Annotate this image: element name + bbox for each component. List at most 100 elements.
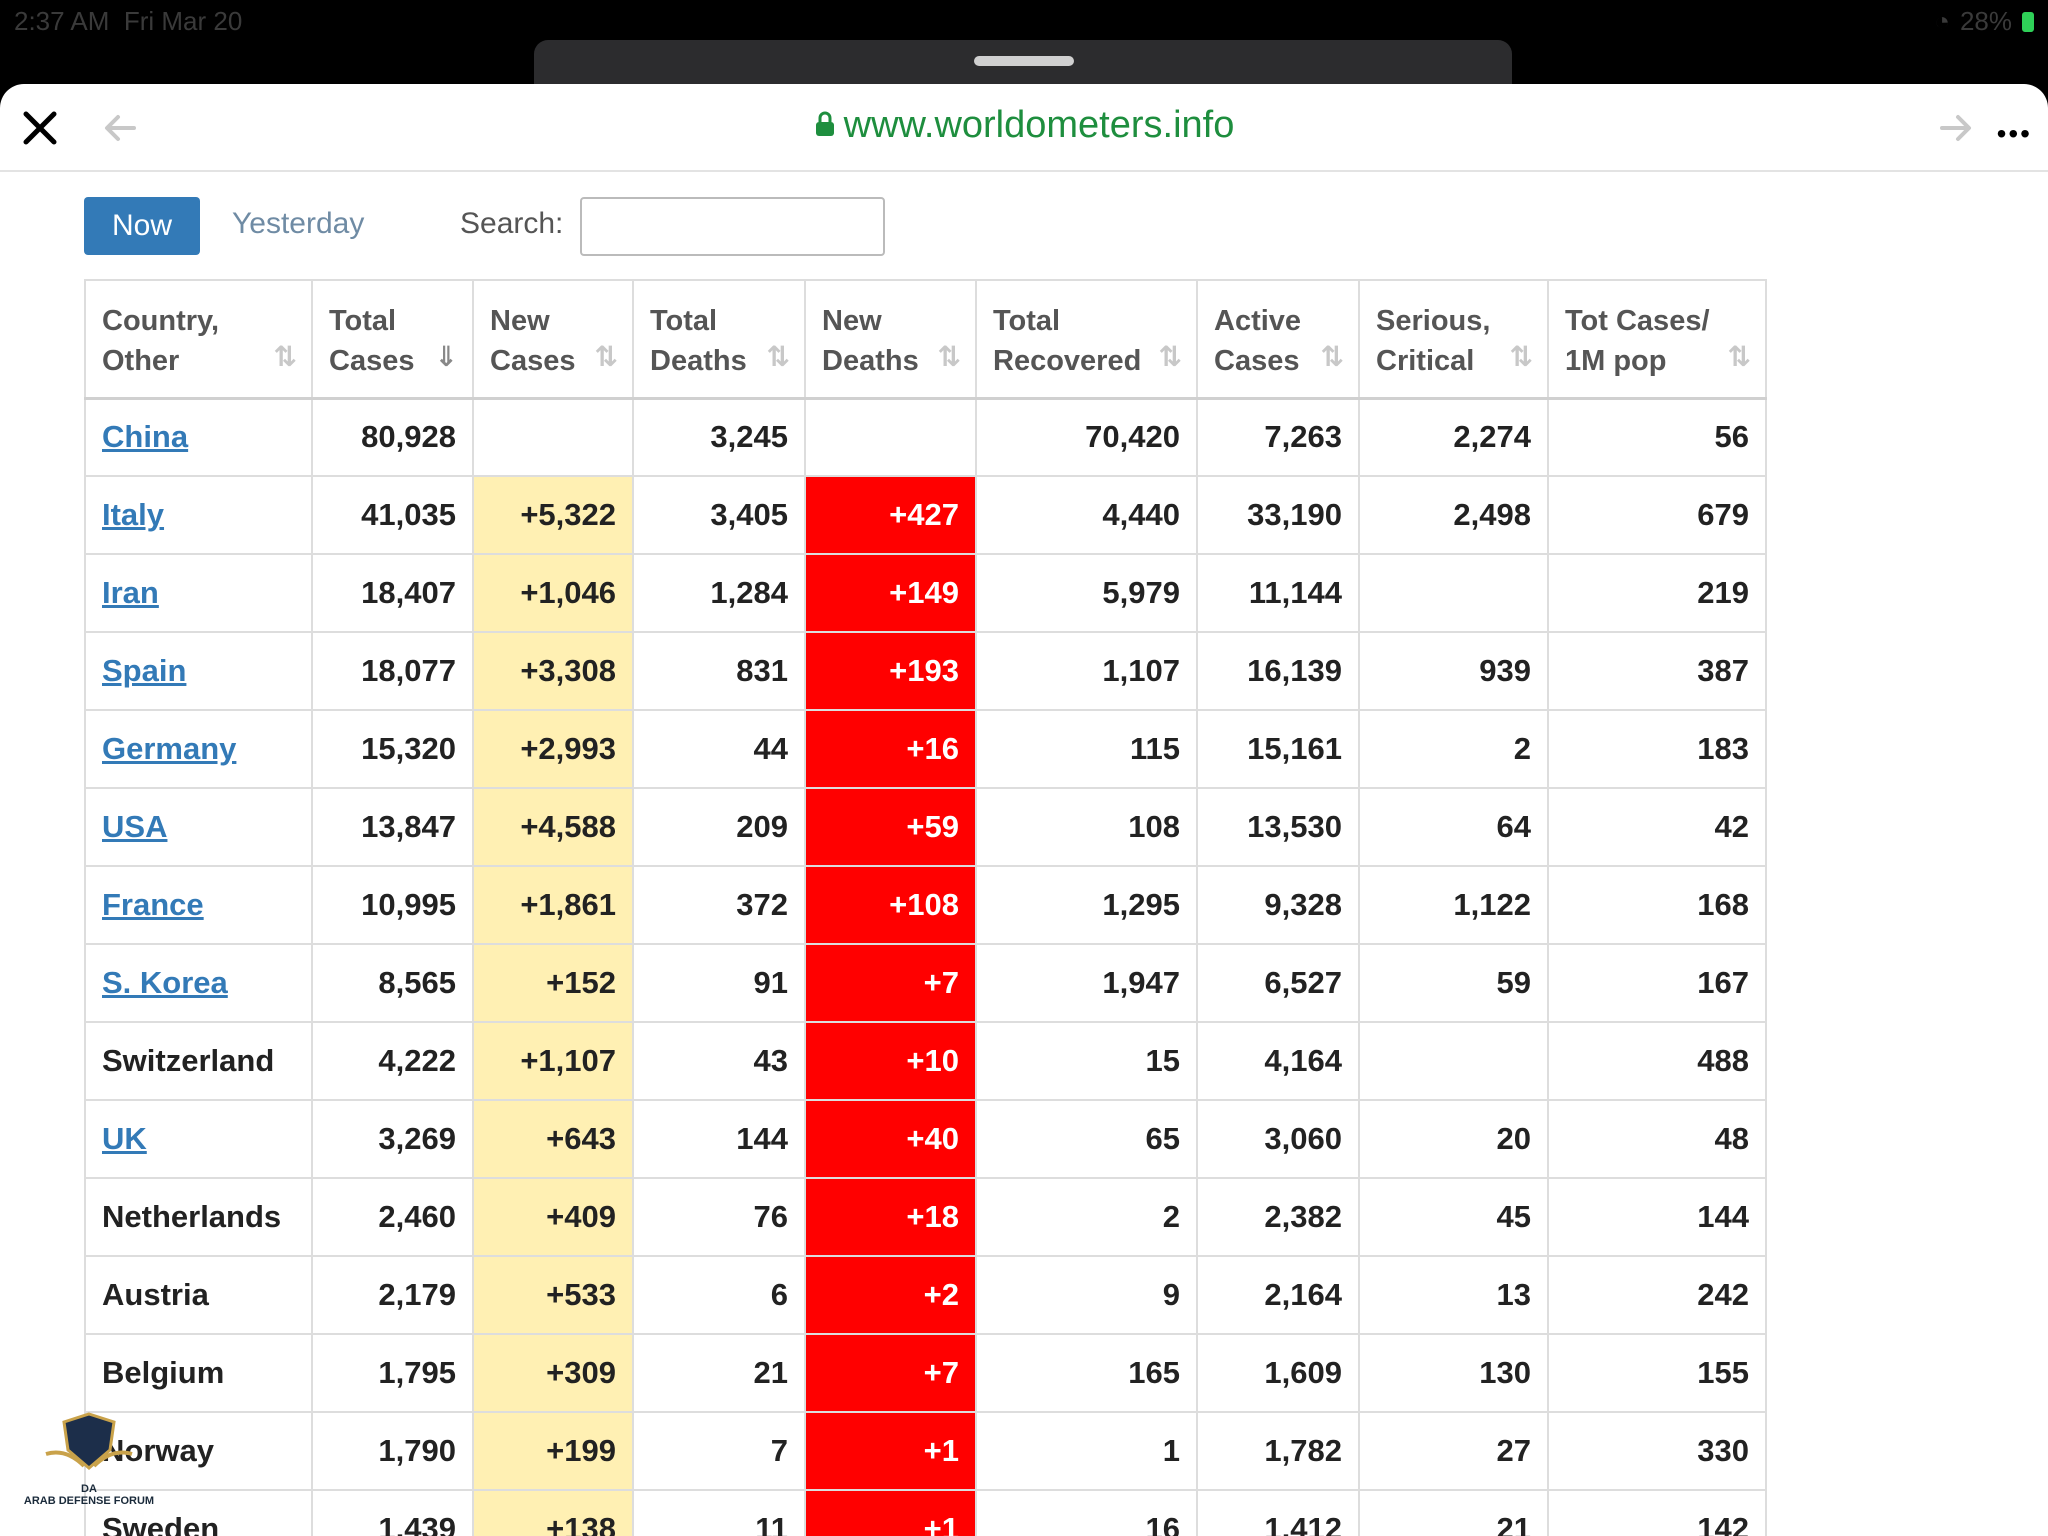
country-link[interactable]: France (102, 887, 204, 922)
yesterday-tab[interactable]: Yesterday (232, 207, 365, 240)
active-cases-cell: 2,382 (1196, 1177, 1360, 1257)
total-cases-cell: 2,460 (311, 1177, 474, 1257)
column-header[interactable]: Tot Cases/1M pop ⇅ (1547, 279, 1767, 400)
sheet-grabber[interactable] (974, 56, 1074, 66)
sort-icon[interactable]: ⇅ (1320, 340, 1344, 372)
now-tab[interactable]: Now (84, 197, 200, 255)
column-header[interactable]: Active Cases ⇅ (1196, 279, 1360, 400)
new-cases-cell: +409 (472, 1177, 634, 1257)
table-row: Switzerland 4,222 +1,107 43 +10 15 4,164 488 (84, 1021, 1767, 1101)
arrow-left-icon[interactable] (100, 108, 140, 148)
total-recovered-cell: 108 (975, 787, 1198, 867)
serious-cell: 20 (1358, 1099, 1549, 1179)
lock-icon (814, 105, 836, 148)
column-header-label: Total (329, 305, 397, 337)
table-header-row: Country, Other ⇅ Total Cases ⇓ New Cases ⇅ Total D… (84, 279, 1767, 400)
active-cases-cell: 11,144 (1196, 553, 1360, 633)
table-row: Norway 1,790 +199 7 +1 1 1,782 27 330 (84, 1411, 1767, 1491)
serious-cell: 2,274 (1358, 397, 1549, 477)
column-header-label: Serious, (1376, 305, 1491, 337)
column-header-label: Tot Cases/ (1565, 305, 1710, 337)
url-bar[interactable]: www.worldometers.info (0, 104, 2048, 148)
total-recovered-cell: 1,295 (975, 865, 1198, 945)
table-row: China 80,928 3,245 70,420 7,263 2,274 56 (84, 397, 1767, 477)
column-header-label: Deaths (650, 345, 747, 377)
total-deaths-cell: 44 (632, 709, 806, 789)
url-text: www.worldometers.info (843, 104, 1235, 146)
per-million-cell: 142 (1547, 1489, 1767, 1536)
watermark-logo: DA ARAB DEFENSE FORUM (14, 1410, 164, 1536)
new-deaths-cell: +1 (804, 1411, 977, 1491)
sort-icon[interactable]: ⇅ (766, 340, 790, 372)
total-cases-cell: 18,077 (311, 631, 474, 711)
country-cell: Spain (84, 631, 313, 711)
column-header[interactable]: Serious, Critical ⇅ (1358, 279, 1549, 400)
serious-cell: 64 (1358, 787, 1549, 867)
country-link[interactable]: Iran (102, 575, 159, 610)
arrow-right-icon[interactable] (1936, 108, 1976, 148)
serious-cell: 1,122 (1358, 865, 1549, 945)
per-million-cell: 167 (1547, 943, 1767, 1023)
sort-icon[interactable]: ⇅ (1509, 340, 1533, 372)
per-million-cell: 48 (1547, 1099, 1767, 1179)
new-deaths-cell: +1 (804, 1489, 977, 1536)
new-deaths-cell (804, 397, 977, 477)
column-header-label: 1M pop (1565, 345, 1667, 377)
search-label: Search: (460, 207, 564, 240)
country-link[interactable]: Germany (102, 731, 237, 766)
column-header[interactable]: New Cases ⇅ (472, 279, 634, 400)
country-cell: Sweden (84, 1489, 313, 1536)
new-cases-cell: +3,308 (472, 631, 634, 711)
close-icon[interactable] (18, 106, 62, 150)
new-cases-cell: +4,588 (472, 787, 634, 867)
country-link[interactable]: Spain (102, 653, 187, 688)
sort-icon[interactable]: ⇅ (594, 340, 618, 372)
column-header[interactable]: Country, Other ⇅ (84, 279, 313, 400)
country-cell: USA (84, 787, 313, 867)
sort-desc-icon[interactable]: ⇓ (434, 340, 458, 372)
table-row: Spain 18,077 +3,308 831 +193 1,107 16,139 939 38… (84, 631, 1767, 711)
country-link[interactable]: UK (102, 1121, 147, 1156)
column-header[interactable]: New Deaths ⇅ (804, 279, 977, 400)
column-header-label: Cases (490, 345, 576, 377)
column-header[interactable]: Total Deaths ⇅ (632, 279, 806, 400)
new-cases-cell: +533 (472, 1255, 634, 1335)
sort-icon[interactable]: ⇅ (937, 340, 961, 372)
serious-cell: 939 (1358, 631, 1549, 711)
country-name: Sweden (102, 1511, 220, 1536)
new-deaths-cell: +7 (804, 943, 977, 1023)
sort-icon[interactable]: ⇅ (1727, 340, 1751, 372)
battery-icon (2022, 11, 2034, 32)
sort-icon[interactable]: ⇅ (273, 340, 297, 372)
total-recovered-cell: 15 (975, 1021, 1198, 1101)
watermark-line2: ARAB DEFENSE FORUM (23, 1495, 155, 1507)
country-link[interactable]: S. Korea (102, 965, 228, 1000)
column-header-label: Active (1214, 305, 1302, 337)
country-link[interactable]: China (102, 419, 189, 455)
more-icon[interactable]: ••• (1996, 118, 2032, 149)
total-deaths-cell: 6 (632, 1255, 806, 1335)
total-deaths-cell: 91 (632, 943, 806, 1023)
status-right: ◔ 28% (1934, 6, 2034, 37)
per-million-cell: 679 (1547, 475, 1767, 555)
new-cases-cell: +199 (472, 1411, 634, 1491)
per-million-cell: 42 (1547, 787, 1767, 867)
search-input[interactable] (580, 197, 885, 256)
total-recovered-cell: 1 (975, 1411, 1198, 1491)
total-cases-cell: 10,995 (311, 865, 474, 945)
column-header[interactable]: Total Cases ⇓ (311, 279, 474, 400)
total-deaths-cell: 372 (632, 865, 806, 945)
total-cases-cell: 41,035 (311, 475, 474, 555)
total-recovered-cell: 70,420 (975, 397, 1198, 477)
column-header[interactable]: Total Recovered ⇅ (975, 279, 1198, 400)
total-deaths-cell: 1,284 (632, 553, 806, 633)
sort-icon[interactable]: ⇅ (1158, 340, 1182, 372)
total-recovered-cell: 1,947 (975, 943, 1198, 1023)
new-deaths-cell: +193 (804, 631, 977, 711)
column-header-label: Critical (1376, 345, 1475, 377)
total-recovered-cell: 165 (975, 1333, 1198, 1413)
country-link[interactable]: Italy (102, 497, 165, 532)
country-cell: Switzerland (84, 1021, 313, 1101)
country-link[interactable]: USA (102, 809, 168, 844)
total-deaths-cell: 831 (632, 631, 806, 711)
